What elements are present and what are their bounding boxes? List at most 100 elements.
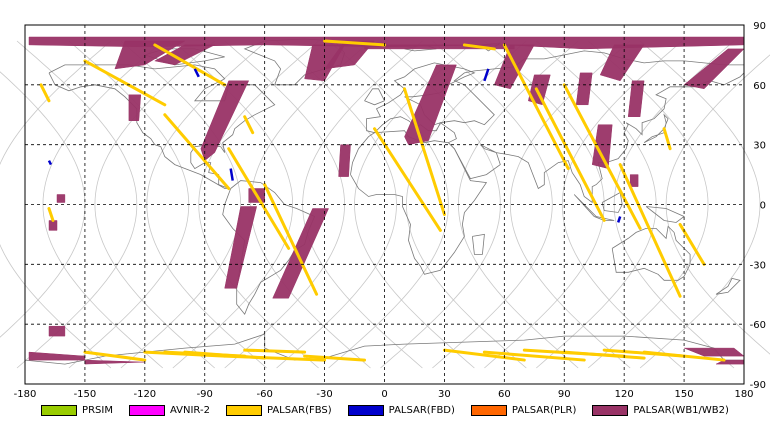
y-tick-label: -30 <box>750 260 766 271</box>
palsar-wb-swath <box>599 44 645 82</box>
longitude-tick-labels: -180 -150 -120 -90 -60 -30 0 30 60 90 120 150 180 <box>14 389 754 400</box>
palsar-wb-swath <box>114 40 186 70</box>
coastline <box>350 130 488 275</box>
palsar-wb-swath <box>629 174 639 187</box>
x-tick-label: 60 <box>498 389 511 400</box>
legend-swatch <box>347 404 384 416</box>
legend-label: PALSAR(PLR) <box>511 404 577 416</box>
palsar-fbs-swath <box>462 43 496 51</box>
legend-swatch <box>128 404 165 416</box>
palsar-wb-swath <box>48 220 58 231</box>
x-tick-label: 30 <box>438 389 451 400</box>
palsar-fbs-swath <box>163 350 247 358</box>
orbit-track <box>0 40 112 369</box>
palsar-fbs-swath <box>243 115 255 135</box>
coastline <box>364 88 386 106</box>
palsar-fbs-swath <box>502 43 570 171</box>
palsar-fbs-swath <box>83 59 167 107</box>
legend-label: PALSAR(WB1/WB2) <box>633 404 729 416</box>
palsar-fbd-swath <box>616 216 622 223</box>
palsar-fbd-swath <box>483 68 490 82</box>
legend-swatch <box>41 404 78 416</box>
x-tick-label: -90 <box>197 389 213 400</box>
palsar-wb-swath <box>338 144 351 177</box>
x-tick-label: -180 <box>14 389 37 400</box>
palsar-fbd-swath <box>47 160 53 166</box>
palsar-wb-swath <box>404 64 457 145</box>
x-tick-label: -150 <box>74 389 97 400</box>
palsar-fbs-swath <box>618 163 682 298</box>
palsar-fbs-swath <box>83 350 147 362</box>
legend-item: PALSAR(PLR) <box>470 404 577 416</box>
palsar-wb-swath <box>627 80 645 117</box>
orbit-track <box>250 40 371 369</box>
x-tick-label: -60 <box>256 389 272 400</box>
y-tick-label: 0 <box>760 201 766 212</box>
y-tick-label: 30 <box>753 141 766 152</box>
palsar-wb-swath <box>128 94 142 121</box>
palsar-fbs-swath <box>662 127 672 151</box>
x-tick-label: 180 <box>734 389 753 400</box>
legend-label: PALSAR(FBS) <box>266 404 332 416</box>
x-tick-label: 90 <box>558 389 571 400</box>
palsar-fbs-swath <box>163 113 231 191</box>
palsar-wb-swath <box>272 208 329 299</box>
orbit-track <box>561 40 683 369</box>
palsar-fbs-swath <box>442 348 526 362</box>
orbit-track <box>328 40 449 369</box>
orbit-track <box>276 40 397 369</box>
palsar-fbs-swath <box>303 354 367 362</box>
x-tick-label: 150 <box>675 389 694 400</box>
palsar-fbd-swath <box>193 68 200 78</box>
palsar-fbs-swath <box>243 348 307 354</box>
palsar-fbs-swath <box>402 87 446 216</box>
legend-label: PRSIM <box>82 404 113 416</box>
orbit-track <box>16 40 138 369</box>
y-tick-label: -60 <box>750 320 766 331</box>
orbit-track <box>432 40 553 369</box>
latitude-tick-labels: 90 60 30 0 -30 -60 -90 <box>750 21 766 391</box>
legend-swatch <box>592 404 629 416</box>
legend-item: AVNIR-2 <box>128 404 210 416</box>
palsar-fbs-swath <box>263 183 319 296</box>
palsar-fbs-swath <box>373 127 442 232</box>
palsar-fbs-swath <box>482 350 586 362</box>
coastline <box>472 233 485 255</box>
coastline <box>643 113 669 144</box>
palsar-wb-swath <box>575 72 593 106</box>
y-tick-label: -90 <box>750 380 766 391</box>
coastline <box>48 64 276 189</box>
legend-swatch <box>225 404 262 416</box>
palsar-wb-swath <box>48 325 66 337</box>
x-tick-label: -30 <box>316 389 332 400</box>
orbit-track <box>406 40 527 369</box>
palsar-fbs-swath <box>153 43 227 87</box>
orbit-track <box>198 40 319 369</box>
palsar-wb-swath <box>200 80 250 162</box>
orbit-track-lines <box>0 40 770 369</box>
x-tick-label: 120 <box>615 389 634 400</box>
palsar-fbs-swath <box>47 206 55 222</box>
legend-item: PRSIM <box>41 404 113 416</box>
orbit-track <box>639 40 761 369</box>
orbit-track <box>354 40 475 369</box>
legend-label: AVNIR-2 <box>169 404 210 416</box>
orbit-track <box>587 40 709 369</box>
palsar-wb-swath <box>56 194 66 203</box>
coastline <box>601 191 623 213</box>
observation-swaths <box>28 36 745 365</box>
palsar-fbs-swath <box>39 83 51 103</box>
palsar-fbs-swath <box>227 147 291 250</box>
map-frame <box>24 24 745 385</box>
y-tick-label: 90 <box>753 21 766 32</box>
legend-item: PALSAR(FBS) <box>225 404 332 416</box>
orbit-track <box>120 40 242 369</box>
palsar-wb-swath <box>683 48 745 90</box>
palsar-fbs-swath <box>323 39 386 47</box>
orbit-track <box>94 40 215 369</box>
palsar-fbs-swath <box>534 87 606 222</box>
palsar-fbd-swath <box>229 168 234 181</box>
legend-swatch <box>470 404 507 416</box>
coastline <box>715 277 741 295</box>
